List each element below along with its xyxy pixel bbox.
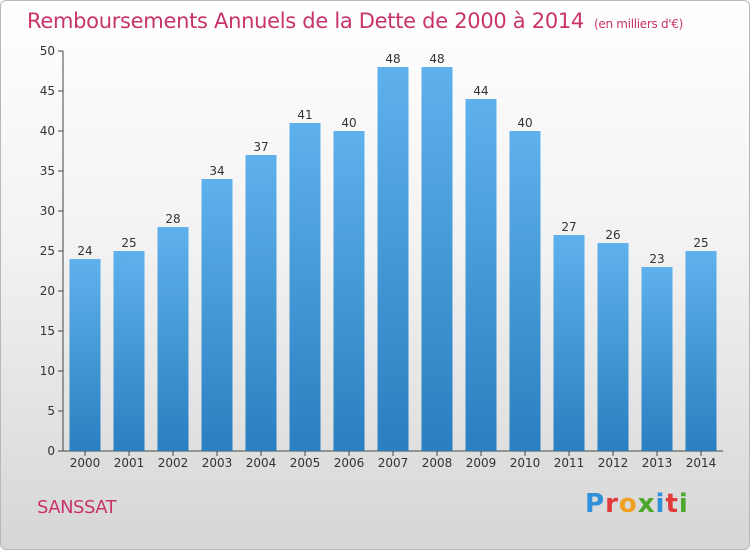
x-tick-label: 2005 [290, 456, 321, 470]
bar-value-label: 44 [473, 84, 488, 98]
x-tick-label: 2001 [114, 456, 145, 470]
y-tick-label: 0 [47, 444, 55, 458]
logo-letter: x [637, 489, 656, 519]
bar-value-label: 25 [693, 236, 708, 250]
bar [509, 131, 541, 451]
bar [333, 131, 365, 451]
logo-letter: i [655, 489, 666, 519]
y-tick-label: 35 [40, 164, 55, 178]
bar [69, 259, 101, 451]
x-tick-label: 2011 [554, 456, 585, 470]
bar [113, 251, 145, 451]
bar-value-label: 26 [605, 228, 620, 242]
logo-letter: r [605, 489, 619, 519]
chart-title-text: Remboursements Annuels de la Dette de 20… [27, 9, 584, 33]
y-tick-label: 10 [40, 364, 55, 378]
bar-value-label: 28 [165, 212, 180, 226]
logo-letter: t [665, 489, 679, 519]
bar-value-label: 40 [517, 116, 532, 130]
x-tick-label: 2010 [510, 456, 541, 470]
y-tick-label: 30 [40, 204, 55, 218]
x-tick-label: 2000 [70, 456, 101, 470]
chart-subtitle: (en milliers d'€) [594, 17, 684, 31]
bar-value-label: 24 [77, 244, 92, 258]
bar-value-label: 41 [297, 108, 312, 122]
y-tick-label: 15 [40, 324, 55, 338]
bar-value-label: 23 [649, 252, 664, 266]
chart-labels: 24 25 28 34 37 41 40 48 48 44 40 27 26 23 25 [77, 52, 708, 266]
x-tick-label: 2006 [334, 456, 365, 470]
bar [157, 227, 189, 451]
x-tick-label: 2008 [422, 456, 453, 470]
bar [685, 251, 717, 451]
x-tick-label: 2014 [686, 456, 717, 470]
bar [245, 155, 277, 451]
x-tick-label: 2012 [598, 456, 629, 470]
bar [597, 243, 629, 451]
chart-bars [69, 67, 717, 451]
y-tick-label: 25 [40, 244, 55, 258]
bar-value-label: 40 [341, 116, 356, 130]
logo-letter: o [618, 489, 638, 519]
commune-name: SANSSAT [37, 497, 117, 518]
bar-value-label: 48 [429, 52, 444, 66]
chart-axes: 0 5 10 15 20 25 30 35 40 45 50 2000 2001 2002 2003 2004… [40, 44, 723, 470]
bar-value-label: 48 [385, 52, 400, 66]
bar [465, 99, 497, 451]
logo-letter: i [678, 489, 689, 519]
y-tick-label: 40 [40, 124, 55, 138]
bar [553, 235, 585, 451]
y-tick-label: 50 [40, 44, 55, 58]
bar-value-label: 25 [121, 236, 136, 250]
proxiti-logo: Proxiti [585, 489, 689, 519]
y-tick-label: 20 [40, 284, 55, 298]
bar-value-label: 37 [253, 140, 268, 154]
x-tick-label: 2003 [202, 456, 233, 470]
x-tick-label: 2009 [466, 456, 497, 470]
bar [289, 123, 321, 451]
x-tick-label: 2002 [158, 456, 189, 470]
y-tick-label: 45 [40, 84, 55, 98]
bar [377, 67, 409, 451]
bar-value-label: 27 [561, 220, 576, 234]
y-tick-label: 5 [47, 404, 55, 418]
chart-title: Remboursements Annuels de la Dette de 20… [27, 9, 683, 33]
bar [201, 179, 233, 451]
x-tick-label: 2013 [642, 456, 673, 470]
bar-value-label: 34 [209, 164, 224, 178]
x-tick-label: 2004 [246, 456, 277, 470]
x-tick-label: 2007 [378, 456, 409, 470]
bar [421, 67, 453, 451]
logo-letter: P [585, 489, 606, 519]
bar [641, 267, 673, 451]
